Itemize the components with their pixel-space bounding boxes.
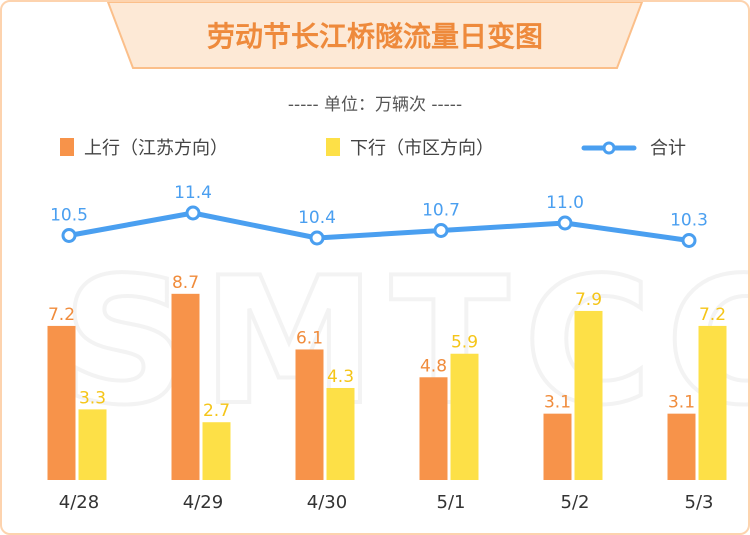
bar-outbound-5/3: [667, 413, 696, 480]
total-label-5/3: 10.3: [670, 211, 708, 231]
bar-label-inbound-5/2: 7.9: [575, 290, 602, 310]
bar-outbound-4/29: [171, 293, 200, 480]
x-tick-5/2: 5/2: [561, 492, 590, 513]
legend-label-total: 合计: [650, 138, 686, 159]
bar-inbound-5/3: [698, 325, 727, 480]
bar-label-inbound-4/29: 2.7: [203, 401, 230, 421]
legend-marker-total: [602, 141, 616, 155]
bar-label-outbound-5/2: 3.1: [544, 393, 571, 413]
x-tick-4/29: 4/29: [183, 492, 223, 513]
bar-inbound-4/29: [202, 422, 231, 480]
bar-outbound-4/30: [295, 349, 324, 480]
total-label-4/30: 10.4: [298, 208, 336, 228]
bar-inbound-4/28: [78, 409, 107, 480]
bar-label-inbound-5/3: 7.2: [699, 305, 726, 325]
watermark-text: SMTCC: [62, 241, 750, 444]
bar-label-inbound-4/28: 3.3: [79, 388, 106, 408]
bar-label-outbound-5/3: 3.1: [668, 393, 695, 413]
bar-outbound-4/28: [47, 325, 76, 480]
bar-outbound-5/1: [419, 377, 448, 480]
plot-area: 7.2 3.3 4/28 8.7 2.7 4/29 6.14.3 4/30 4.85.9 5/1 3…: [47, 183, 727, 513]
total-label-5/1: 10.7: [422, 201, 460, 221]
bar-label-inbound-4/30: 4.3: [327, 367, 354, 387]
chart-title: 劳动节长江桥隧流量日变图: [207, 20, 543, 53]
bar-label-inbound-5/1: 5.9: [451, 333, 478, 353]
total-point-5/1: [433, 223, 449, 238]
total-line: [66, 210, 692, 243]
bar-outbound-5/2: [543, 413, 572, 480]
total-label-4/29: 11.4: [174, 183, 212, 203]
x-tick-4/28: 4/28: [59, 492, 99, 513]
x-tick-5/3: 5/3: [685, 492, 714, 513]
x-tick-5/1: 5/1: [437, 492, 466, 513]
legend-swatch-outbound: [60, 138, 74, 156]
bar-label-outbound-4/28: 7.2: [48, 305, 75, 325]
bar-label-outbound-4/29: 8.7: [172, 273, 199, 293]
bar-label-outbound-4/30: 6.1: [296, 328, 323, 348]
total-label-5/2: 11.0: [546, 193, 584, 213]
total-point-4/30: [309, 230, 325, 246]
legend-swatch-inbound: [326, 138, 340, 156]
legend-label-inbound: 下行（市区方向）: [350, 138, 494, 159]
unit-label: ----- 单位：万辆次 -----: [288, 95, 462, 115]
total-point-4/29: [185, 205, 201, 221]
legend-label-outbound: 上行（江苏方向）: [84, 138, 228, 159]
total-label-4/28: 10.5: [50, 206, 88, 226]
bar-inbound-5/1: [450, 353, 479, 480]
bar-inbound-5/2: [574, 310, 603, 480]
legend: 上行（江苏方向） 下行（市区方向） 合计: [60, 138, 686, 159]
total-point-4/28: [61, 228, 77, 243]
total-point-5/2: [557, 215, 573, 231]
title-banner: [106, 2, 644, 69]
x-tick-4/30: 4/30: [307, 492, 347, 513]
bar-inbound-4/30: [326, 387, 355, 480]
bar-label-outbound-5/1: 4.8: [420, 356, 447, 376]
total-point-5/3: [681, 233, 697, 248]
